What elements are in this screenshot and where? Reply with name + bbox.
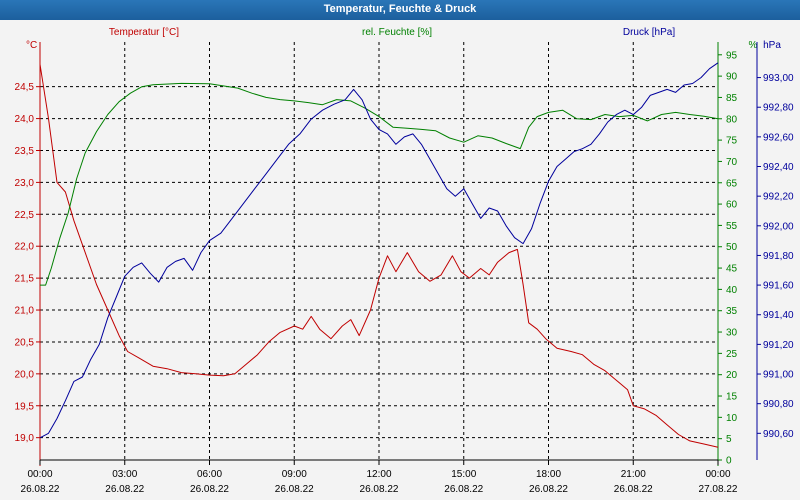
humidity-tick-label: 65 xyxy=(726,178,738,189)
window-title: Temperatur, Feuchte & Druck xyxy=(0,0,800,20)
chart-background xyxy=(0,20,800,500)
time-tick-label: 12:00 xyxy=(366,469,391,480)
pressure-tick-label: 991,80 xyxy=(763,251,794,262)
humidity-tick-label: 95 xyxy=(726,50,738,61)
date-tick-label: 26.08.22 xyxy=(614,484,653,495)
pressure-series-line xyxy=(39,62,719,439)
date-tick-label: 26.08.22 xyxy=(21,484,60,495)
pressure-tick-labels: 990,60 990,80 991,00 991,20 991,40 991,60 991,… xyxy=(757,73,794,440)
date-tick-label: 26.08.22 xyxy=(360,484,399,495)
humidity-tick-label: 70 xyxy=(726,157,738,168)
humidity-tick-label: 60 xyxy=(726,200,738,211)
chart-area: Temperatur [°C] rel. Feuchte [%] Druck [… xyxy=(0,20,800,500)
time-tick-label: 00:00 xyxy=(705,469,730,480)
temperature-tick-label: 24,5 xyxy=(15,82,35,93)
pressure-tick-label: 991,40 xyxy=(763,310,794,321)
pressure-tick-label: 991,00 xyxy=(763,370,794,381)
temperature-tick-label: 22,5 xyxy=(15,210,35,221)
pressure-axis-title: Druck [hPa] xyxy=(623,27,675,38)
humidity-tick-label: 55 xyxy=(726,221,738,232)
humidity-tick-label: 10 xyxy=(726,413,738,424)
humidity-series-line xyxy=(40,82,719,286)
pressure-tick-label: 992,40 xyxy=(763,162,794,173)
date-tick-label: 27.08.22 xyxy=(699,484,738,495)
temperature-tick-label: 24,0 xyxy=(15,114,35,125)
pressure-tick-label: 991,60 xyxy=(763,281,794,292)
temperature-tick-label: 20,5 xyxy=(15,337,35,348)
date-tick-label: 26.08.22 xyxy=(105,484,144,495)
time-tick-label: 06:00 xyxy=(197,469,222,480)
humidity-tick-label: 0 xyxy=(726,456,732,467)
temperature-tick-label: 21,5 xyxy=(15,274,35,285)
temperature-series-line xyxy=(39,64,719,448)
date-tick-label: 26.08.22 xyxy=(529,484,568,495)
temperature-tick-label: 21,0 xyxy=(15,306,35,317)
temperature-tick-labels: 19,0 19,5 20,0 20,5 21,0 21,5 22,0 22,5 23,0 23,5… xyxy=(15,82,40,444)
pressure-tick-label: 991,20 xyxy=(763,340,794,351)
pressure-tick-label: 992,00 xyxy=(763,221,794,232)
humidity-tick-label: 5 xyxy=(726,434,732,445)
humidity-tick-label: 20 xyxy=(726,370,738,381)
humidity-tick-label: 35 xyxy=(726,306,738,317)
humidity-tick-label: 25 xyxy=(726,349,738,360)
time-tick-label: 03:00 xyxy=(112,469,137,480)
time-tick-label: 09:00 xyxy=(282,469,307,480)
temperature-tick-label: 22,0 xyxy=(15,242,35,253)
temperature-axis-title: Temperatur [°C] xyxy=(109,27,179,38)
date-tick-label: 26.08.22 xyxy=(190,484,229,495)
pressure-tick-label: 990,80 xyxy=(763,399,794,410)
humidity-tick-label: 45 xyxy=(726,264,738,275)
humidity-tick-labels: 0 5 10 15 20 25 30 35 40 45 50 55 60 65 70 75 80 85 90 95 xyxy=(718,50,738,467)
humidity-axis-title: rel. Feuchte [%] xyxy=(362,27,432,38)
humidity-tick-label: 80 xyxy=(726,114,738,125)
temperature-tick-label: 20,0 xyxy=(15,369,35,380)
humidity-unit-label: % xyxy=(749,40,758,51)
temperature-tick-label: 23,5 xyxy=(15,146,35,157)
series-lines xyxy=(39,62,719,448)
humidity-tick-label: 40 xyxy=(726,285,738,296)
temperature-tick-label: 23,0 xyxy=(15,178,35,189)
time-tick-labels: 00:00 26.08.22 03:00 26.08.22 06:00 26.08.22 0… xyxy=(21,460,738,495)
pressure-tick-label: 992,80 xyxy=(763,103,794,114)
grid-lines xyxy=(39,42,719,460)
time-tick-label: 00:00 xyxy=(27,469,52,480)
pressure-tick-label: 990,60 xyxy=(763,429,794,440)
humidity-tick-label: 75 xyxy=(726,136,738,147)
time-tick-label: 21:00 xyxy=(621,469,646,480)
pressure-unit-label: hPa xyxy=(763,40,781,51)
humidity-tick-label: 50 xyxy=(726,242,738,253)
humidity-tick-label: 30 xyxy=(726,328,738,339)
humidity-tick-label: 90 xyxy=(726,72,738,83)
pressure-tick-label: 992,60 xyxy=(763,132,794,143)
pressure-tick-label: 992,20 xyxy=(763,192,794,203)
date-tick-label: 26.08.22 xyxy=(275,484,314,495)
time-tick-label: 15:00 xyxy=(451,469,476,480)
humidity-tick-label: 85 xyxy=(726,93,738,104)
temperature-unit-label: °C xyxy=(26,40,37,51)
time-tick-label: 18:00 xyxy=(536,469,561,480)
temperature-tick-label: 19,0 xyxy=(15,433,35,444)
temperature-tick-label: 19,5 xyxy=(15,401,35,412)
humidity-tick-label: 15 xyxy=(726,392,738,403)
date-tick-label: 26.08.22 xyxy=(444,484,483,495)
pressure-tick-label: 993,00 xyxy=(763,73,794,84)
